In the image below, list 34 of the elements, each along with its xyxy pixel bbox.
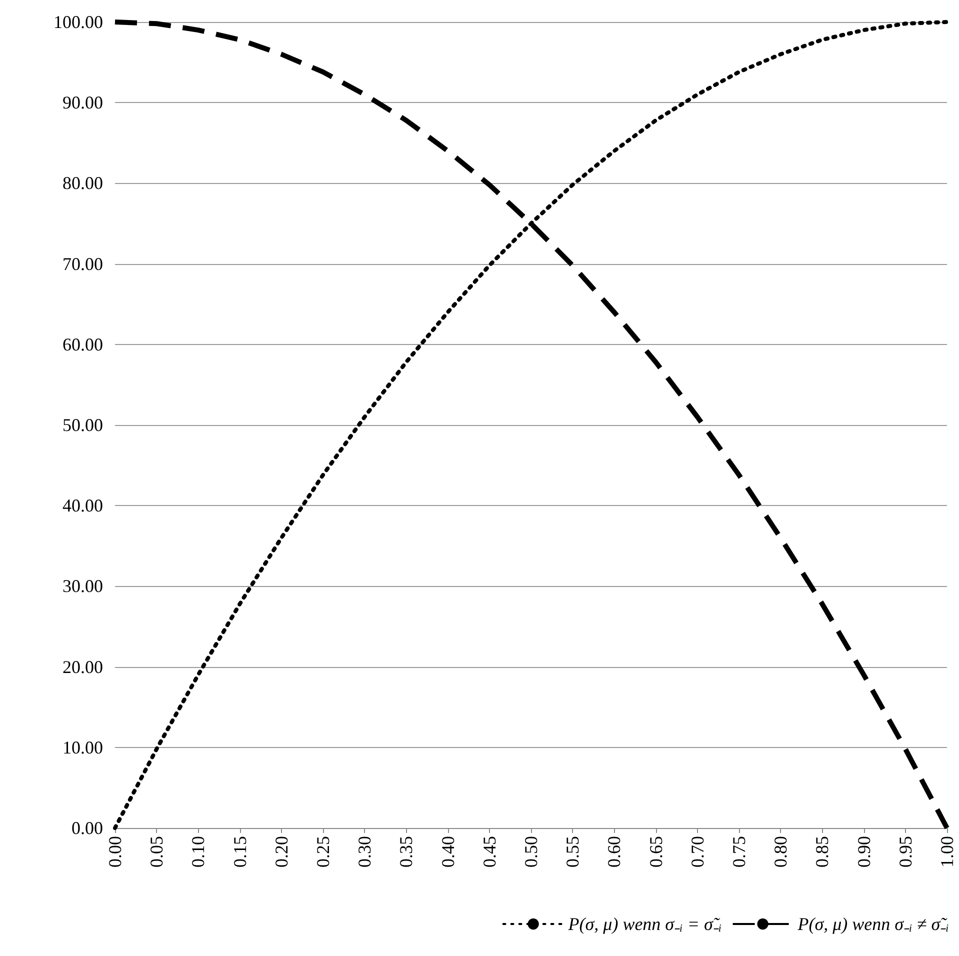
y-tick-label: 80.00	[62, 173, 103, 194]
x-tick-label: 0.05	[146, 836, 167, 868]
x-tick-label: 0.30	[354, 836, 375, 868]
x-tick-label: 0.65	[646, 836, 666, 868]
x-tick-label: 0.70	[687, 836, 708, 868]
x-tick-label: 0.50	[521, 836, 541, 868]
x-tick-label: 0.75	[729, 836, 749, 868]
x-tick-label: 0.00	[105, 836, 125, 868]
x-tick-label: 0.20	[271, 836, 292, 868]
x-tick-label: 0.95	[895, 836, 916, 868]
x-tick-label: 0.15	[230, 836, 250, 868]
x-tick-label: 0.80	[770, 836, 791, 868]
x-tick-label: 0.35	[396, 836, 416, 868]
x-tick-label: 0.45	[479, 836, 500, 868]
x-tick-label: 0.85	[812, 836, 832, 868]
x-tick-label: 0.55	[562, 836, 583, 868]
y-tick-label: 50.00	[62, 415, 103, 435]
y-tick-label: 100.00	[54, 12, 103, 32]
y-tick-label: 90.00	[62, 92, 103, 113]
y-tick-label: 30.00	[62, 576, 103, 596]
x-tick-label: 0.90	[854, 836, 874, 868]
x-tick-label: 1.00	[937, 836, 957, 868]
y-tick-label: 60.00	[62, 334, 103, 354]
legend-label: P(σ, μ) wenn σ₋ᵢ ≠ σ̃₋ᵢ	[796, 914, 950, 934]
x-tick-label: 0.10	[188, 836, 208, 868]
y-tick-label: 0.00	[72, 818, 103, 838]
x-tick-label: 0.60	[604, 836, 624, 868]
x-tick-label: 0.25	[313, 836, 333, 868]
y-tick-label: 20.00	[62, 656, 103, 677]
y-tick-label: 70.00	[62, 254, 103, 274]
x-tick-label: 0.40	[438, 836, 458, 868]
y-tick-label: 10.00	[62, 737, 103, 758]
y-tick-label: 40.00	[62, 496, 103, 516]
legend-label: P(σ, μ) wenn σ₋ᵢ = σ̃₋ᵢ	[567, 914, 722, 934]
